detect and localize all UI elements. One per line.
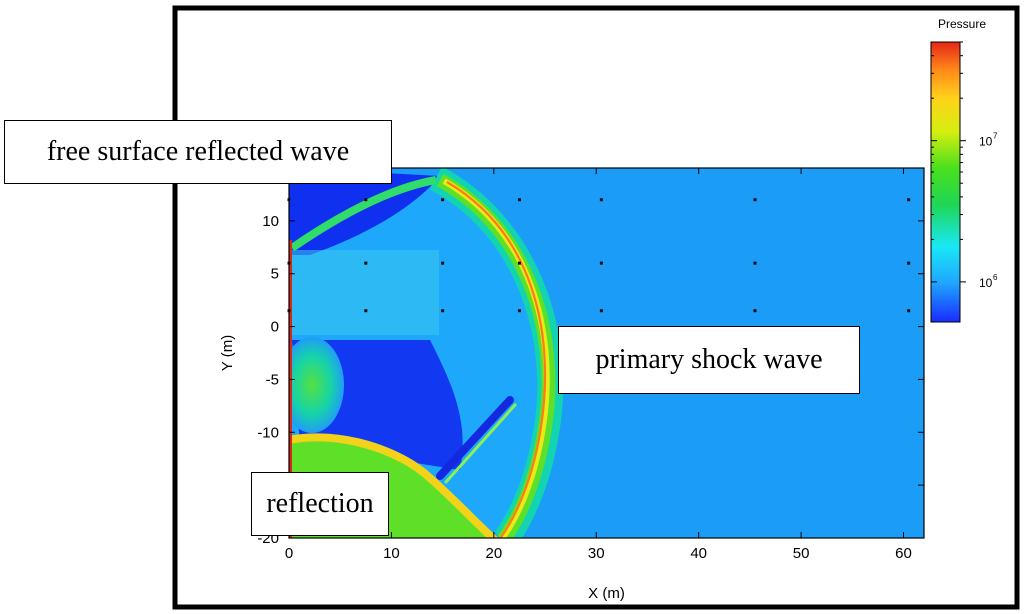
bubble-blob	[289, 337, 344, 433]
y-tick-label: 5	[271, 266, 279, 283]
colorbar-tick-base: 10	[979, 135, 993, 149]
x-tick-label: 40	[690, 545, 707, 562]
sensor-point	[907, 309, 911, 313]
sensor-points	[287, 198, 911, 313]
sensor-point	[753, 198, 757, 202]
pressure-field	[289, 168, 924, 538]
colorbar-tick-exponent: 6	[993, 273, 998, 282]
sensor-point	[753, 261, 757, 265]
x-tick-label: 0	[285, 545, 293, 562]
x-tick-label: 50	[793, 545, 810, 562]
primary-shock-front	[446, 181, 547, 538]
annotation-primary-shock-wave: primary shock wave	[558, 326, 860, 394]
x-tick-label: 30	[588, 545, 605, 562]
annotation-free-surface-reflected-wave: free surface reflected wave	[4, 120, 392, 184]
plot-frame	[288, 167, 925, 539]
sensor-point	[599, 198, 603, 202]
x-axis-label: X (m)	[588, 585, 625, 602]
charge-wall	[289, 240, 292, 538]
sensor-point	[517, 198, 521, 202]
y-tick-label: 0	[271, 319, 279, 336]
sensor-point	[599, 261, 603, 265]
colorbar-tick-label: 10 7	[979, 132, 998, 149]
y-tick-label: 10	[262, 213, 279, 230]
sensor-point	[364, 198, 368, 202]
sensor-point	[599, 309, 603, 313]
bottom-reflection-front	[289, 433, 498, 538]
x-tick-label: 60	[895, 545, 912, 562]
oblique-streak	[436, 396, 514, 480]
sensor-point	[517, 309, 521, 313]
sensor-point	[517, 261, 521, 265]
y-axis-label: Y (m)	[219, 335, 236, 371]
colorbar-label: Pressure	[938, 17, 986, 31]
y-tick-label: -10	[257, 424, 279, 441]
x-tick-label: 10	[383, 545, 400, 562]
sensor-point	[364, 309, 368, 313]
sensor-point	[753, 309, 757, 313]
sensor-point	[364, 261, 368, 265]
sensor-point	[441, 261, 445, 265]
colorbar-tick-exponent: 7	[993, 132, 998, 141]
sensor-point	[441, 309, 445, 313]
x-tick-label: 20	[485, 545, 502, 562]
sensor-point	[287, 261, 291, 265]
sensor-point	[907, 198, 911, 202]
colorbar	[930, 41, 961, 323]
sensor-point	[907, 261, 911, 265]
sensor-point	[441, 198, 445, 202]
turbulent-wake	[289, 250, 439, 335]
sensor-point	[287, 198, 291, 202]
surface-reflected-wave	[289, 176, 437, 252]
oblique-streak-highlight	[444, 403, 517, 484]
sensor-point	[287, 309, 291, 313]
colorbar-tick-label: 10 6	[979, 273, 998, 290]
annotation-reflection: reflection	[251, 472, 389, 536]
y-tick-label: -5	[266, 371, 279, 388]
colorbar-tick-base: 10	[979, 276, 993, 290]
